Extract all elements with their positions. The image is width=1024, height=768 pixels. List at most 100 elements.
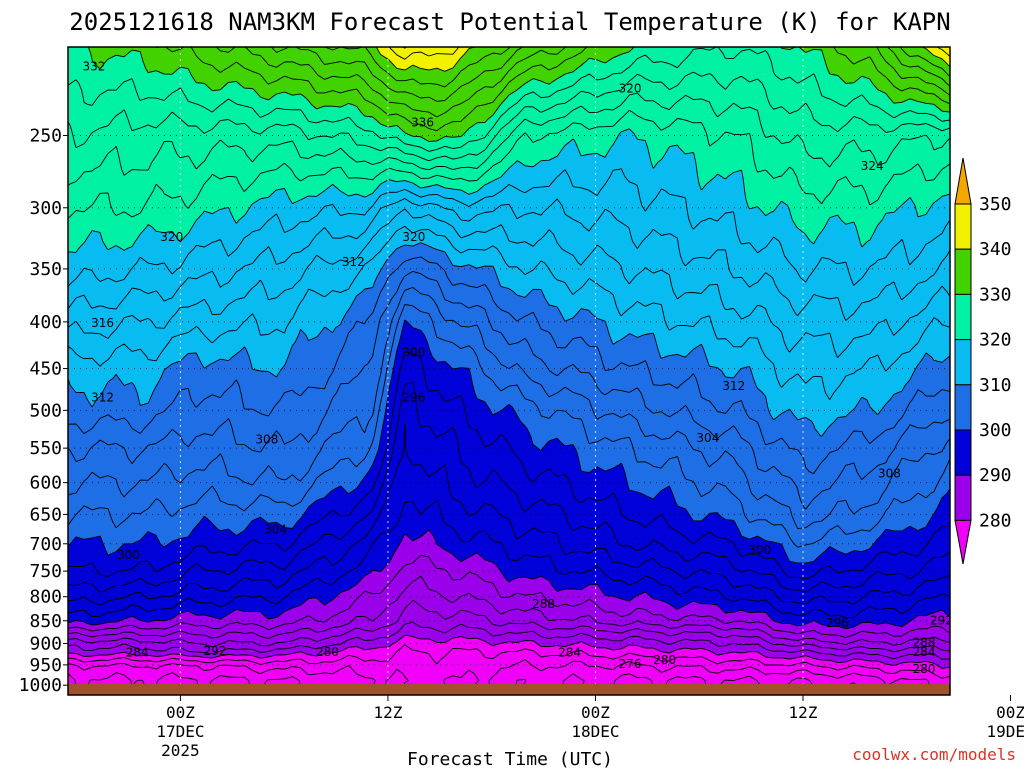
y-tick-label-600: 600 [29,473,62,494]
contour-label-26: 284 [126,646,149,660]
contour-line-320 [68,128,950,253]
contour-line-326 [68,71,950,162]
contour-line-298 [68,351,950,580]
contour-label-16: 308 [878,466,901,480]
contour-label-29: 284 [558,646,581,660]
x-tick-sublabel-24-0: 18DEC [571,722,619,741]
colorbar-label-280: 280 [979,510,1012,531]
contour-line-312 [68,225,950,400]
contour-line-296 [68,382,950,593]
contour-label-22: 296 [826,616,849,630]
contour-line-302 [68,304,950,548]
contour-line-300 [68,319,950,564]
contour-label-7: 316 [91,316,114,330]
contour-label-17: 304 [264,522,287,536]
contour-line-316 [68,198,950,322]
plot-frame [67,46,951,696]
contour-label-1: 336 [411,116,434,130]
contour-label-21: 288 [532,597,555,611]
contour-line-324 [68,92,950,186]
x-tick-sublabel-48-0: 19DEC [986,722,1024,741]
contour-label-4: 320 [160,230,183,244]
x-axis-label: Forecast Time (UTC) [407,749,613,768]
contour-label-31: 280 [653,653,676,667]
colorbar-label-350: 350 [979,194,1012,215]
credit-text: coolwx.com/models [852,745,1016,764]
colorbar-swatch-310 [954,339,972,386]
y-tick-label-800: 800 [29,587,62,608]
x-tick-label-12: 12Z [373,703,402,722]
y-tick-label-650: 650 [29,504,62,525]
contour-label-6: 312 [342,255,365,269]
contour-label-27: 292 [204,644,227,658]
contour-line-284 [68,600,950,653]
colorbar-swatch-290 [954,429,972,476]
contour-line-342 [388,47,950,60]
x-tick-label-0: 00Z [166,703,195,722]
y-tick-label-350: 350 [29,259,62,280]
contour-label-5: 320 [402,230,425,244]
contour-label-19: 300 [748,543,771,557]
y-tick-label-850: 850 [29,611,62,632]
contour-line-318 [68,168,950,287]
contour-line-286 [68,575,950,646]
contour-label-30: 276 [619,657,642,671]
colorbar-swatch-330 [954,248,972,295]
y-tick-label-900: 900 [29,633,62,654]
colorbar-label-290: 290 [979,465,1012,486]
y-tick-label-250: 250 [29,125,62,146]
contour-label-9: 300 [402,345,425,359]
colorbar-label-300: 300 [979,420,1012,441]
y-tick-label-450: 450 [29,359,62,380]
ground [68,683,950,695]
contour-line-310 [68,242,950,437]
y-tick-label-750: 750 [29,561,62,582]
fill-band-320-330 [68,47,950,254]
y-tick-label-400: 400 [29,312,62,333]
contour-line-304 [68,286,950,530]
contour-line-308 [68,256,950,475]
y-tick-label-550: 550 [29,438,62,459]
colorbar-swatch-320 [954,293,972,341]
contour-label-14: 308 [255,432,278,446]
y-tick-label-500: 500 [29,400,62,421]
contour-line-290 [68,529,950,630]
contour-fills [68,47,950,695]
x-tick-label-48: 00Z [996,703,1024,722]
y-tick-label-1000: 1000 [19,675,62,696]
contour-line-336 [270,47,950,102]
contour-lines [68,47,950,695]
contour-line-292 [68,500,950,618]
x-tick-label-24: 00Z [581,703,610,722]
contour-label-3: 324 [861,159,884,173]
colorbar-label-330: 330 [979,284,1012,305]
y-axis: 2503003504004505005506006507007508008509… [19,125,68,696]
colorbar-swatch-280 [954,474,972,521]
colorbar-cap-bottom [954,519,972,565]
colorbar-cap-top [954,157,972,205]
colorbar-swatch-340 [954,203,972,250]
contour-label-28: 280 [316,645,339,659]
y-tick-label-300: 300 [29,198,62,219]
fill-band-280-290 [68,528,950,670]
y-tick-label-700: 700 [29,534,62,555]
contour-label-11: 296 [402,390,425,404]
x-tick-label-36: 12Z [789,703,818,722]
contour-label-25: 284 [913,645,936,659]
x-tick-sublabel-0-0: 17DEC [156,722,204,741]
colorbar-label-340: 340 [979,239,1012,260]
contour-label-24: 288 [913,636,936,650]
contour-line-278 [68,644,950,695]
contour-label-10: 312 [91,390,114,404]
y-tick-label-950: 950 [29,655,62,676]
grid-lines [68,47,950,695]
contour-label-32: 280 [913,662,936,676]
colorbar-swatch-300 [954,384,972,431]
chart-title: 2025121618 NAM3KM Forecast Potential Tem… [69,8,950,36]
contour-label-18: 300 [117,548,140,562]
contour-line-330 [87,47,950,142]
contour-label-0: 332 [82,59,105,73]
contour-line-282 [68,621,950,660]
